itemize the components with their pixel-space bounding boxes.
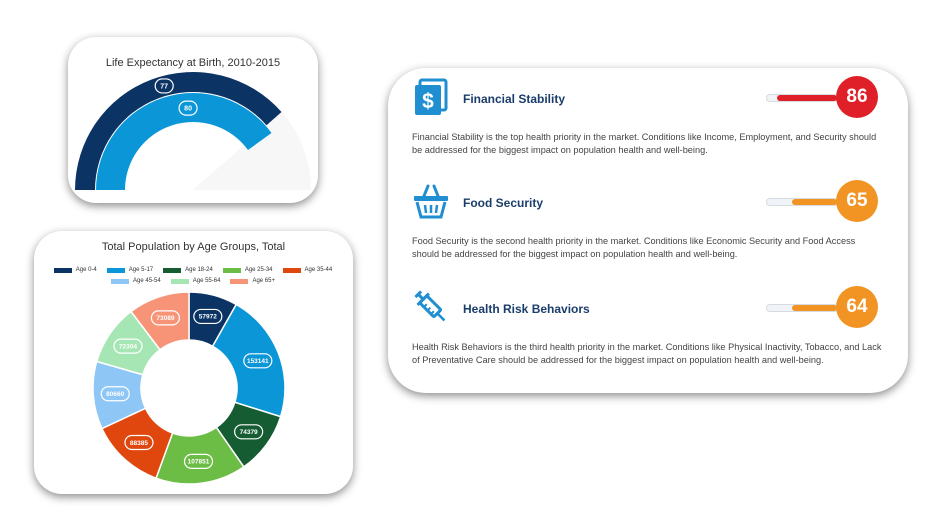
svg-text:72304: 72304 (119, 343, 137, 350)
gauge-inner-arc (96, 93, 272, 190)
donut-value-label: 107851 (183, 453, 214, 469)
legend-swatch (53, 268, 72, 273)
legend-swatch (106, 268, 125, 273)
legend-item: Age 18-24 (163, 265, 213, 276)
health-priorities-card: $ Financial Stability 86 Financial Stabi… (388, 68, 908, 393)
population-title: Total Population by Age Groups, Total (101, 241, 286, 253)
legend-item: Age 25-34 (222, 265, 273, 276)
score-fill (776, 95, 837, 101)
legend-swatch (170, 279, 189, 284)
priority-description: Financial Stability is the top health pr… (412, 132, 877, 155)
svg-text:77: 77 (160, 83, 168, 90)
legend-swatch (222, 268, 241, 273)
gauge-remainder-track (193, 111, 311, 190)
svg-text:73089: 73089 (156, 315, 174, 322)
legend-item: Age 35-44 (282, 265, 333, 276)
score-fill (792, 305, 837, 311)
svg-text:88385: 88385 (130, 440, 148, 447)
score-track (766, 198, 838, 206)
svg-text:153141: 153141 (247, 358, 269, 365)
legend-swatch (230, 279, 249, 284)
score-badge: 65 (836, 180, 878, 222)
population-legend: Age 0-4 Age 5-17 Age 18-24 Age 25-34 Age 35-… (40, 265, 346, 287)
svg-text:107851: 107851 (188, 459, 210, 466)
legend-label: Age 55-64 (192, 278, 221, 284)
priority-description: Food Security is the second health prior… (412, 236, 856, 259)
donut-value-label: 153141 (243, 353, 273, 369)
life-expectancy-gauge: 77 80 (75, 72, 311, 190)
score-fill (791, 199, 837, 205)
score-track (766, 94, 838, 102)
score-badge: 86 (836, 76, 878, 118)
donut-value-label: 88385 (124, 434, 154, 451)
legend-item: Age 65+ (230, 276, 275, 287)
legend-label: Age 35-44 (304, 267, 333, 273)
svg-text:80: 80 (184, 106, 192, 113)
priority-name: Financial Stability (463, 92, 566, 106)
basket-icon (414, 184, 448, 219)
life-expectancy-card: Life Expectancy at Birth, 2010-2015 77 80 (68, 37, 318, 203)
syringe-icon (414, 290, 446, 322)
priority-name: Food Security (463, 196, 544, 210)
legend-label: Age 5-17 (128, 267, 154, 273)
donut-slice-age-65- (129, 291, 190, 351)
gauge-outer-arc (75, 72, 282, 190)
svg-text:74379: 74379 (240, 429, 258, 436)
score-track (766, 304, 838, 312)
legend-swatch (282, 268, 301, 273)
donut-value-label: 72304 (113, 338, 143, 354)
svg-text:$: $ (422, 90, 434, 113)
legend-label: Age 25-34 (244, 267, 273, 273)
legend-label: Age 18-24 (185, 267, 213, 273)
life-expectancy-title: Life Expectancy at Birth, 2010-2015 (105, 57, 281, 69)
population-card: Total Population by Age Groups, Total Ag… (34, 231, 353, 494)
legend-item: Age 0-4 (53, 265, 97, 276)
donut-value-label: 73089 (150, 310, 181, 326)
legend-swatch (163, 268, 182, 273)
gauge-inner-label: 80 (178, 100, 198, 116)
donut-value-label: 57972 (193, 308, 223, 325)
svg-text:57972: 57972 (199, 314, 217, 321)
priority-name: Health Risk Behaviors (463, 302, 590, 316)
population-donut: 57972 153141 74379 107851 88385 80660 72304 730… (92, 291, 286, 485)
dollar-document-icon: $ (415, 78, 448, 115)
priority-description: Health Risk Behaviors is the third healt… (412, 342, 882, 365)
legend-label: Age 0-4 (75, 267, 97, 273)
donut-value-label: 80660 (100, 386, 130, 402)
legend-item: Age 55-64 (170, 276, 221, 287)
donut-value-label: 74379 (234, 424, 264, 440)
legend-label: Age 45-54 (133, 278, 161, 284)
svg-text:80660: 80660 (106, 391, 124, 398)
score-badge: 64 (836, 286, 878, 328)
legend-item: Age 45-54 (111, 276, 161, 287)
legend-swatch (111, 279, 130, 284)
legend-item: Age 5-17 (106, 265, 154, 276)
gauge-outer-label: 77 (154, 78, 174, 94)
legend-label: Age 65+ (252, 278, 275, 284)
